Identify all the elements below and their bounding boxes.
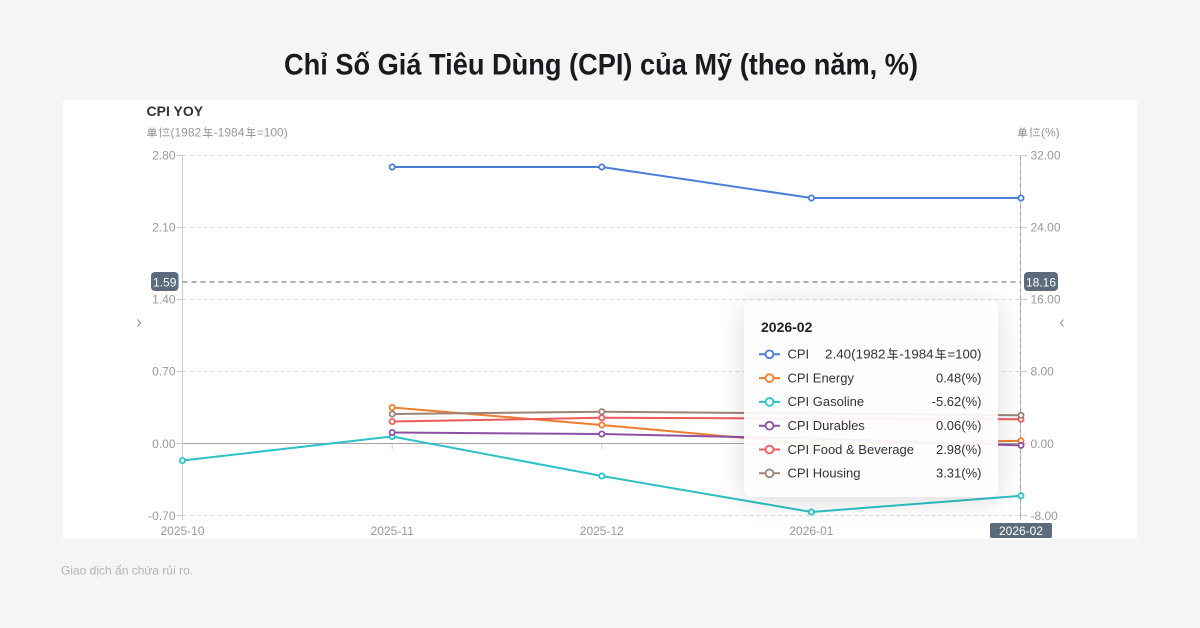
svg-text:2.80: 2.80 xyxy=(152,149,176,163)
svg-text:0.00: 0.00 xyxy=(152,437,176,451)
svg-text:0.48(%): 0.48(%) xyxy=(936,370,982,385)
svg-text:(%): (%) xyxy=(1041,126,1060,140)
svg-text:0.00: 0.00 xyxy=(1031,437,1055,451)
svg-text:CPI: CPI xyxy=(788,347,810,362)
svg-text:2.98(%): 2.98(%) xyxy=(936,442,982,457)
svg-text:-8.00: -8.00 xyxy=(1031,509,1059,523)
svg-text:2025-11: 2025-11 xyxy=(371,524,414,538)
svg-text:-5.62(%): -5.62(%) xyxy=(932,394,982,409)
svg-text:-1984: -1984 xyxy=(900,347,934,362)
svg-text:-1984: -1984 xyxy=(214,126,245,140)
svg-text:CPI Gasoline: CPI Gasoline xyxy=(788,394,865,409)
svg-text:2.40(1982: 2.40(1982 xyxy=(825,347,886,362)
svg-text:2026-01: 2026-01 xyxy=(789,524,833,538)
svg-text:CPI YOY: CPI YOY xyxy=(147,103,204,119)
svg-text:24.00: 24.00 xyxy=(1031,221,1061,235)
svg-text:1.40: 1.40 xyxy=(152,293,176,307)
svg-text:2026-02: 2026-02 xyxy=(999,524,1043,538)
svg-text:CPI Durables: CPI Durables xyxy=(788,418,866,433)
svg-text:16.00: 16.00 xyxy=(1031,293,1061,307)
svg-text:2026-02: 2026-02 xyxy=(761,319,813,335)
svg-text:-0.70: -0.70 xyxy=(148,509,176,523)
svg-text:2.10: 2.10 xyxy=(152,221,176,235)
svg-text:(1982: (1982 xyxy=(171,126,202,140)
svg-text:=100): =100) xyxy=(257,126,288,140)
svg-text:CPI Food & Beverage: CPI Food & Beverage xyxy=(788,442,914,457)
svg-text:1.59: 1.59 xyxy=(153,275,177,289)
svg-text:CPI Housing: CPI Housing xyxy=(788,466,861,481)
svg-text:0.06(%): 0.06(%) xyxy=(936,418,982,433)
svg-text:0.70: 0.70 xyxy=(152,364,176,378)
svg-text:3.31(%): 3.31(%) xyxy=(936,466,982,481)
svg-text:CPI Energy: CPI Energy xyxy=(788,370,855,385)
svg-text:=100): =100) xyxy=(948,347,982,362)
svg-text:Giao dịch ẩn chứa rủi ro.: Giao dịch ẩn chứa rủi ro. xyxy=(61,564,193,578)
svg-text:2025-12: 2025-12 xyxy=(580,524,624,538)
svg-text:18.16: 18.16 xyxy=(1026,275,1056,289)
svg-text:2025-10: 2025-10 xyxy=(160,524,204,538)
svg-text:8.00: 8.00 xyxy=(1031,364,1055,378)
svg-text:32.00: 32.00 xyxy=(1031,149,1061,163)
svg-text:Chỉ Số Giá Tiêu Dùng (CPI) của: Chỉ Số Giá Tiêu Dùng (CPI) của Mỹ (theo … xyxy=(284,49,918,82)
